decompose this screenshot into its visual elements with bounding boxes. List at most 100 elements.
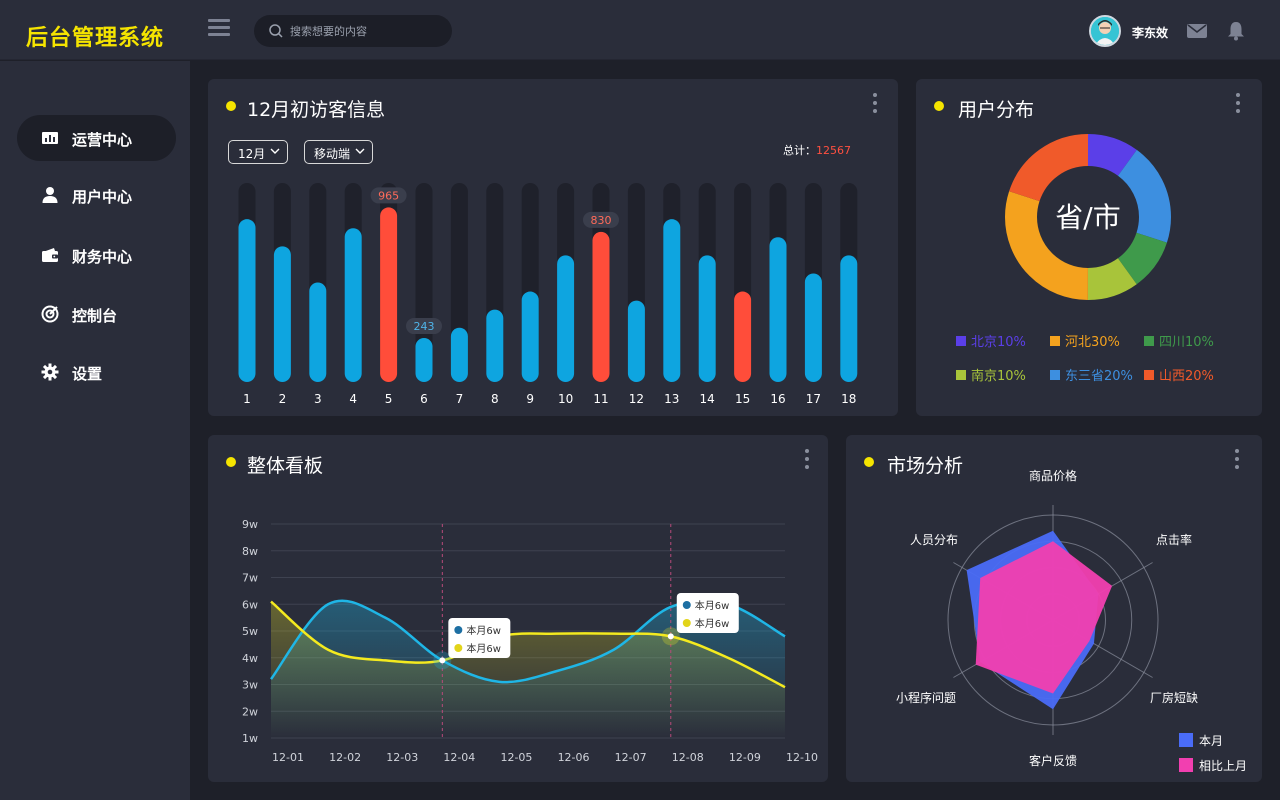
tooltip-text: 本月6w [466,642,501,655]
more-options-icon[interactable] [803,449,811,473]
more-options-icon[interactable] [1234,93,1242,117]
x-tick-label: 11 [593,392,608,406]
x-tick-label: 5 [385,392,393,406]
bar [698,255,716,382]
more-options-icon[interactable] [1233,449,1241,473]
bar [769,237,787,382]
x-tick-label: 6 [420,392,428,406]
card-title: 整体看板 [247,455,324,477]
tooltip-text: 本月6w [695,599,730,612]
bar [273,246,291,382]
sidebar-item-users[interactable]: 用户中心 [17,172,176,218]
x-tick-label: 14 [700,392,715,406]
bar [804,273,822,382]
x-tick-label: 1 [243,392,251,406]
marker-point [439,657,446,664]
tooltip-text: 本月6w [695,617,730,630]
search-box[interactable] [254,15,452,47]
tooltip-dot [682,601,691,609]
chevron-down-icon [355,148,365,154]
x-tick-label: 4 [349,392,357,406]
x-tick-label: 12-09 [729,751,761,764]
username[interactable]: 李东效 [1132,26,1169,40]
tooltip-box [676,593,739,633]
bar [663,219,681,382]
wallet-icon [42,248,58,262]
x-tick-label: 8 [491,392,499,406]
x-tick-label: 7 [456,392,464,406]
market-card: 市场分析 商品价格 点击率 厂房短缺 客户反馈 小程序问题 人员分布 本月 相比上月 [846,435,1262,782]
x-tick-label: 16 [770,392,785,406]
month-select[interactable]: 12月 [228,140,289,164]
legend-swatch [1179,733,1193,747]
device-select-value: 移动端 [314,147,351,161]
bar [415,338,433,382]
card-title: 市场分析 [887,455,964,477]
x-tick-label: 13 [664,392,679,406]
hamburger-menu-icon[interactable] [208,19,230,37]
legend-label: 山西20% [1159,369,1214,384]
overview-card: 整体看板 1w 2w 3w 4w 5w 6w 7w 8w 9w 12-01 12-02 12-03 12… [208,435,828,782]
bar [521,291,539,382]
bar [380,207,398,382]
radar-axis-label: 厂房短缺 [1150,690,1198,705]
x-tick-label: 12-03 [386,751,418,764]
mail-icon[interactable] [1187,24,1207,38]
legend-swatch [956,370,966,380]
donut-slice [1005,134,1171,300]
y-tick-label: 8w [242,545,258,558]
top-bar: 后台管理系统 李东效 [0,0,1280,60]
x-tick-label: 12-05 [500,751,532,764]
x-tick-label: 9 [526,392,534,406]
tooltip-box [448,618,511,658]
legend-label: 本月 [1199,734,1223,748]
bar [238,219,256,382]
y-tick-label: 2w [242,705,258,718]
bar [486,309,504,382]
search-icon [269,24,283,38]
x-tick-label: 12 [629,392,644,406]
legend-swatch [1144,370,1154,380]
donut-slice [1005,134,1171,300]
more-options-icon[interactable] [871,93,879,117]
sidebar-item-settings[interactable]: 设置 [17,349,176,395]
x-tick-label: 12-04 [443,751,475,764]
legend-label: 东三省20% [1065,369,1133,384]
sidebar-item-operations[interactable]: 运营中心 [17,115,176,161]
search-input[interactable] [290,15,440,47]
target-icon [41,305,59,323]
sidebar-item-finance[interactable]: 财务中心 [17,232,176,278]
device-select[interactable]: 移动端 [304,140,374,164]
month-select-value: 12月 [238,147,266,161]
tooltip-dot [454,626,463,634]
x-tick-label: 12-08 [672,751,704,764]
bar [450,327,468,382]
radar-axis-label: 客户反馈 [1029,753,1077,768]
avatar[interactable] [1089,15,1121,47]
legend-swatch [1050,336,1060,346]
x-tick-label: 15 [735,392,750,406]
bar [592,231,610,382]
legend-label: 北京10% [971,335,1026,350]
y-tick-label: 7w [242,572,258,585]
bell-icon[interactable] [1227,21,1245,41]
donut-slice [1005,134,1171,300]
x-tick-label: 10 [558,392,573,406]
radar-axis-label: 点击率 [1156,532,1192,547]
sidebar-item-console[interactable]: 控制台 [17,291,176,337]
y-tick-label: 9w [242,518,258,531]
y-tick-label: 1w [242,732,258,745]
data-label-pill [406,318,442,335]
legend-label: 相比上月 [1199,759,1247,773]
x-tick-label: 17 [806,392,821,406]
title-dot [226,457,236,467]
radar-axis-label: 人员分布 [910,533,958,547]
y-tick-label: 4w [242,652,258,665]
title-dot [226,101,236,111]
marker-point [667,633,674,640]
data-label: 830 [591,214,612,227]
legend-label: 南京10% [971,368,1026,384]
x-tick-label: 2 [279,392,287,406]
